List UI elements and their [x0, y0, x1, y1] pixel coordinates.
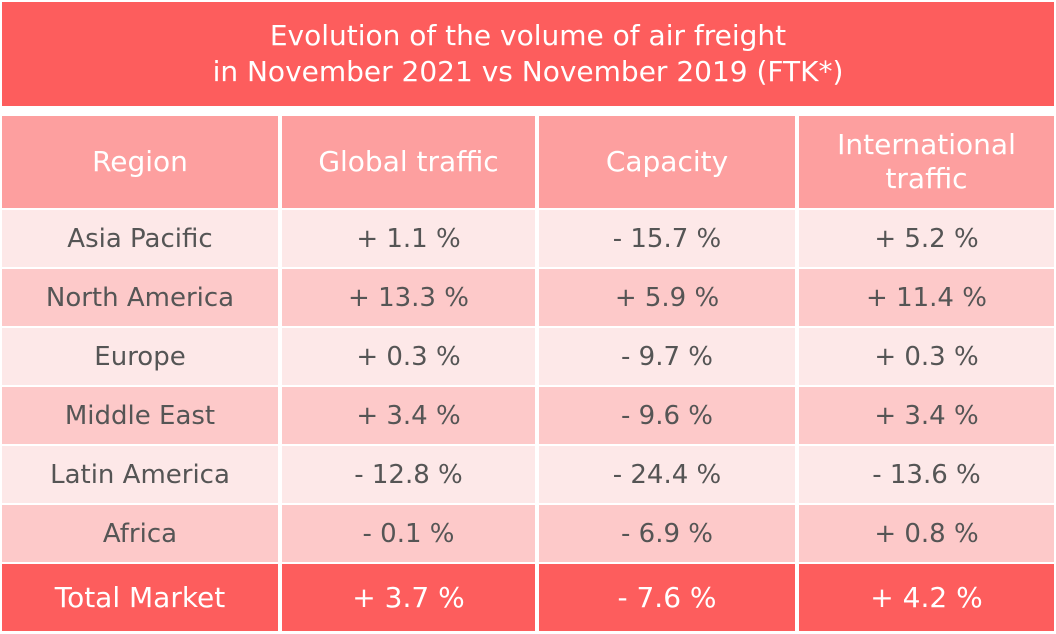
header-international-label-line2: traffic	[885, 162, 968, 195]
total-region: Total Market	[2, 564, 278, 631]
cell-global-traffic: - 12.8 %	[282, 446, 535, 503]
cell-region: Middle East	[2, 387, 278, 444]
total-international-traffic: + 4.2 %	[799, 564, 1054, 631]
header-region: Region	[2, 116, 278, 208]
cell-region: Asia Pacific	[2, 210, 278, 267]
cell-capacity: + 5.9 %	[539, 269, 795, 326]
title-line-1: Evolution of the volume of air freight	[269, 19, 787, 52]
header-international-traffic: International traffic	[799, 116, 1054, 208]
cell-international-traffic: + 0.8 %	[799, 505, 1054, 562]
cell-capacity: - 24.4 %	[539, 446, 795, 503]
table-title: Evolution of the volume of air freight i…	[2, 2, 1054, 106]
cell-global-traffic: + 13.3 %	[282, 269, 535, 326]
cell-region: Europe	[2, 328, 278, 385]
cell-global-traffic: - 0.1 %	[282, 505, 535, 562]
cell-region: Africa	[2, 505, 278, 562]
cell-international-traffic: + 3.4 %	[799, 387, 1054, 444]
cell-capacity: - 15.7 %	[539, 210, 795, 267]
data-table: Region Global traffic Capacity Internati…	[2, 116, 1054, 632]
cell-global-traffic: + 1.1 %	[282, 210, 535, 267]
cell-capacity: - 9.7 %	[539, 328, 795, 385]
cell-capacity: - 6.9 %	[539, 505, 795, 562]
cell-capacity: - 9.6 %	[539, 387, 795, 444]
header-region-label: Region	[92, 145, 188, 178]
total-global-traffic: + 3.7 %	[282, 564, 535, 631]
cell-international-traffic: + 5.2 %	[799, 210, 1054, 267]
title-line-2: in November 2021 vs November 2019 (FTK*)	[212, 55, 844, 88]
cell-international-traffic: - 13.6 %	[799, 446, 1054, 503]
cell-international-traffic: + 0.3 %	[799, 328, 1054, 385]
header-capacity-label: Capacity	[605, 145, 729, 178]
header-global-traffic-label: Global traffic	[318, 145, 499, 178]
header-international-label-line1: International	[837, 128, 1016, 161]
cell-region: Latin America	[2, 446, 278, 503]
header-global-traffic: Global traffic	[282, 116, 535, 208]
cell-global-traffic: + 3.4 %	[282, 387, 535, 444]
cell-global-traffic: + 0.3 %	[282, 328, 535, 385]
total-capacity: - 7.6 %	[539, 564, 795, 631]
header-capacity: Capacity	[539, 116, 795, 208]
cell-region: North America	[2, 269, 278, 326]
cell-international-traffic: + 11.4 %	[799, 269, 1054, 326]
